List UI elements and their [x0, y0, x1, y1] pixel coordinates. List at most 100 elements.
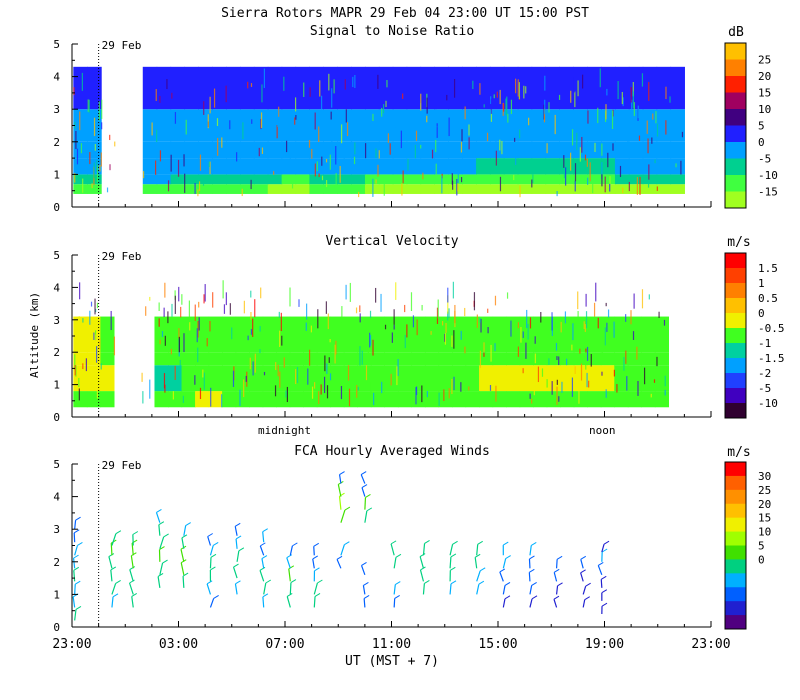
heatmap-cell: [281, 109, 297, 142]
wind-barb-flag: [286, 554, 293, 559]
heatmap-streak: [305, 322, 307, 331]
heatmap-cell: [267, 184, 283, 194]
heatmap-cell: [573, 109, 588, 142]
heatmap-cell: [531, 174, 547, 185]
colorbar-swatch: [725, 358, 746, 374]
heatmap-cell: [226, 109, 241, 142]
heatmap-streak: [275, 362, 277, 371]
heatmap-streak: [587, 110, 589, 124]
heatmap-streak: [88, 99, 90, 113]
heatmap-streak: [625, 350, 627, 364]
heatmap-streak: [260, 112, 263, 128]
wind-barb-flag: [505, 555, 511, 559]
heatmap-streak: [387, 133, 389, 143]
snr-heatmap: [73, 66, 685, 198]
heatmap-streak: [358, 191, 360, 198]
heatmap-cell: [406, 174, 422, 185]
heatmap-streak: [601, 174, 603, 187]
heatmap-streak: [385, 100, 387, 108]
wind-barb: [422, 583, 425, 595]
wind-barb: [553, 599, 558, 608]
heatmap-streak: [446, 94, 448, 101]
heatmap-streak: [437, 299, 439, 319]
wind-barb-flag: [424, 579, 430, 584]
heatmap-streak: [277, 109, 279, 127]
heatmap-streak: [333, 79, 335, 94]
y-tick-label: 5: [53, 38, 60, 51]
heatmap-streak: [222, 280, 224, 299]
wind-barb: [206, 583, 212, 595]
colorbar-label: 0: [758, 553, 765, 566]
heatmap-streak: [534, 336, 536, 344]
y-tick-label: 0: [53, 201, 60, 214]
heatmap-cell: [424, 316, 440, 353]
wind-barb-flag: [504, 581, 511, 586]
heatmap-cell: [181, 365, 196, 392]
heatmap-streak: [369, 332, 371, 348]
heatmap-cell: [154, 352, 169, 366]
heatmap-streak: [556, 379, 558, 385]
heatmap-cell: [462, 66, 477, 110]
heatmap-streak: [303, 82, 305, 97]
heatmap-cell: [448, 174, 463, 185]
heatmap-streak: [154, 160, 157, 175]
heatmap-streak: [375, 287, 377, 303]
heatmap-cell: [452, 391, 467, 408]
heatmap-streak: [573, 77, 576, 93]
velocity-colorbar-units: m/s: [727, 235, 750, 250]
heatmap-streak: [170, 154, 172, 172]
heatmap-cell: [100, 352, 115, 366]
heatmap-streak: [426, 390, 428, 398]
heatmap-streak: [414, 144, 416, 159]
heatmap-streak: [515, 78, 517, 94]
heatmap-streak: [260, 118, 262, 130]
heatmap-streak: [101, 122, 103, 130]
wind-barb-flag: [601, 602, 608, 607]
velocity-heatmap: [73, 280, 669, 408]
heatmap-streak: [544, 75, 546, 91]
heatmap-cell: [181, 352, 196, 366]
heatmap-cell: [267, 158, 283, 175]
heatmap-cell: [628, 184, 644, 194]
wind-barb: [209, 545, 214, 556]
heatmap-streak: [593, 302, 596, 317]
heatmap-streak: [217, 137, 219, 156]
heatmap-streak: [281, 335, 283, 346]
heatmap-streak: [354, 75, 356, 88]
heatmap-cell: [392, 141, 408, 159]
y-tick-label: 5: [53, 249, 60, 262]
heatmap-streak: [308, 349, 311, 366]
y-tick-label: 3: [53, 523, 60, 536]
wind-barb-flag: [601, 548, 608, 553]
heatmap-streak: [585, 348, 587, 353]
heatmap-cell: [476, 184, 491, 194]
heatmap-cell: [351, 109, 366, 142]
heatmap-streak: [579, 147, 581, 162]
wind-barb: [393, 598, 396, 608]
heatmap-streak: [74, 364, 76, 376]
colorbar-swatch: [725, 313, 746, 329]
heatmap-cell: [253, 141, 269, 159]
heatmap-streak: [395, 282, 397, 300]
heatmap-streak: [250, 328, 253, 335]
heatmap-streak: [149, 296, 151, 301]
heatmap-streak: [489, 384, 492, 391]
wind-barb-flag: [478, 580, 485, 585]
heatmap-cell: [533, 352, 548, 366]
heatmap-cell: [670, 109, 685, 142]
heatmap-cell: [337, 66, 352, 110]
wind-barb-flag: [344, 506, 351, 511]
heatmap-streak: [109, 164, 111, 171]
wind-barb: [182, 576, 185, 588]
date-marker-label: 29 Feb: [102, 459, 142, 472]
heatmap-streak: [291, 179, 294, 189]
heatmap-streak: [666, 380, 668, 386]
wind-barb: [72, 558, 76, 569]
heatmap-cell: [73, 352, 88, 366]
heatmap-streak: [641, 289, 644, 309]
wind-barb: [449, 544, 454, 556]
heatmap-cell: [670, 158, 685, 175]
heatmap-streak: [597, 317, 599, 329]
heatmap-streak: [541, 368, 544, 377]
